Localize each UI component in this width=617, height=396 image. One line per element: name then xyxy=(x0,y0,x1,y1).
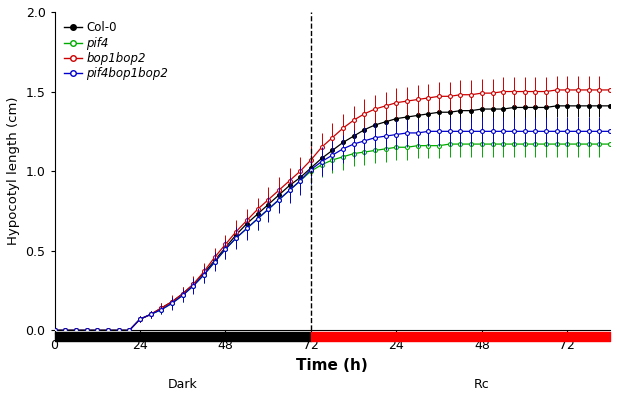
Text: Dark: Dark xyxy=(168,378,197,391)
Legend: Col-0, pif4, bop1bop2, pif4bop1bop2: Col-0, pif4, bop1bop2, pif4bop1bop2 xyxy=(60,18,172,84)
Y-axis label: Hypocotyl length (cm): Hypocotyl length (cm) xyxy=(7,97,20,246)
X-axis label: Time (h): Time (h) xyxy=(296,358,368,373)
Text: Rc: Rc xyxy=(474,378,490,391)
